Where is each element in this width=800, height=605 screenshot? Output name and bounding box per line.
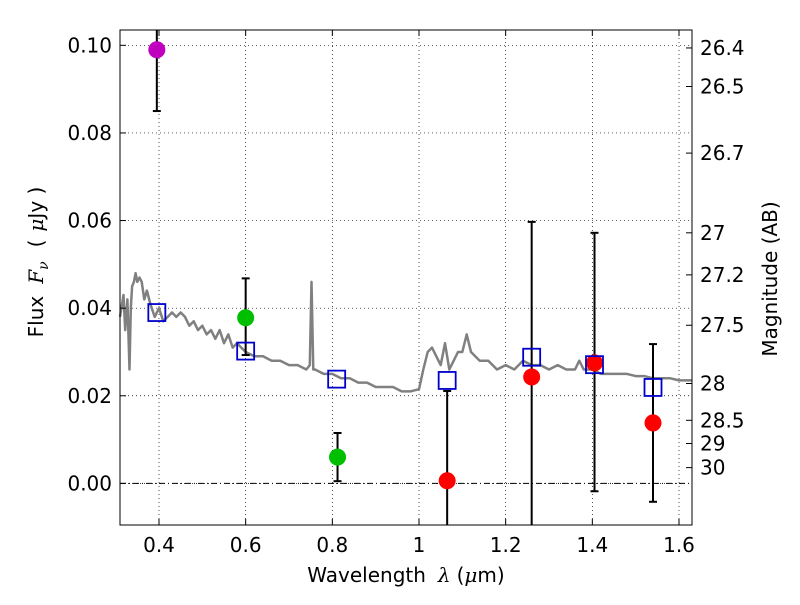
observation-layer xyxy=(148,41,662,490)
x-axis-title-unit-mu: μ xyxy=(464,563,477,587)
observed-flux-point xyxy=(586,354,603,372)
x-tick-label: 0.8 xyxy=(316,533,348,557)
y-axis-title-unit-rest: Jy ) xyxy=(24,187,48,221)
y2-tick-label: 27.2 xyxy=(700,263,745,287)
x-tick-label: 0.4 xyxy=(143,533,175,557)
errorbar-layer xyxy=(152,30,657,525)
y-axis-title-symbol: F xyxy=(24,269,48,285)
y-axis-title-unit-mu: μ xyxy=(24,219,48,232)
x-tick-label: 1.2 xyxy=(490,533,522,557)
model-photometry-square xyxy=(437,371,457,390)
x-axis-title: Wavelength λ (μm) xyxy=(307,563,504,587)
observed-flux-point xyxy=(644,414,662,432)
y-tick-label: 0.06 xyxy=(67,209,112,233)
observed-flux-point xyxy=(148,41,166,59)
y-axis-title: Flux Fν ( μJy ) xyxy=(24,187,52,338)
plot-frame xyxy=(119,29,693,526)
x-axis-title-unit-rest: m) xyxy=(477,563,504,587)
x-axis-title-symbol: λ xyxy=(437,563,451,587)
grid-layer xyxy=(120,30,692,525)
y-axis-title-text: Flux xyxy=(24,296,48,338)
x-tick-label: 1 xyxy=(413,533,426,557)
model-photometry-square xyxy=(522,347,542,367)
sed-model-line xyxy=(118,271,692,393)
y2-tick-label: 27.5 xyxy=(700,313,745,337)
observed-flux-point xyxy=(438,472,456,490)
y-tick-label: 0.00 xyxy=(67,471,112,495)
y2-tick-label: 26.5 xyxy=(700,75,745,99)
x-tick-label: 1.6 xyxy=(663,533,695,557)
y2-axis-title: Magnitude (AB) xyxy=(758,201,782,356)
y-tick-label: 0.10 xyxy=(67,33,112,57)
model-photometry-layer xyxy=(147,303,663,397)
model-photometry-square xyxy=(585,355,604,375)
y2-tick-label: 27 xyxy=(700,221,725,245)
x-axis-title-text: Wavelength xyxy=(307,563,426,587)
y-axis-title-subscript: ν xyxy=(36,261,52,270)
y-tick-label: 0.08 xyxy=(67,121,112,145)
x-tick-label: 0.6 xyxy=(230,533,262,557)
y-axis-title-unit-open: ( xyxy=(24,240,48,248)
observed-flux-point xyxy=(523,368,541,386)
tick-layer: 0.4 0.6 0.8 1 1.2 1.4 1.6 0.00 0.02 0.04 0.06 0.08 0… xyxy=(67,30,745,557)
x-tick-label: 1.4 xyxy=(576,533,608,557)
sed-layer xyxy=(118,271,692,393)
y-tick-label: 0.02 xyxy=(67,384,112,408)
observed-flux-point xyxy=(237,309,255,327)
y2-tick-label: 30 xyxy=(700,456,725,480)
model-photometry-square xyxy=(643,378,663,397)
y2-tick-label: 28 xyxy=(700,372,725,396)
y2-tick-label: 26.7 xyxy=(700,141,745,165)
model-photometry-square xyxy=(236,341,256,361)
y-tick-label: 0.04 xyxy=(67,296,112,320)
y2-tick-label: 28.5 xyxy=(700,408,745,432)
x-axis-title-unit-open: ( xyxy=(457,563,465,587)
y2-tick-label: 29 xyxy=(700,432,725,456)
model-photometry-square xyxy=(327,369,347,389)
y2-tick-label: 26.4 xyxy=(700,36,745,60)
observed-flux-point xyxy=(329,448,347,466)
model-photometry-square xyxy=(147,303,167,322)
